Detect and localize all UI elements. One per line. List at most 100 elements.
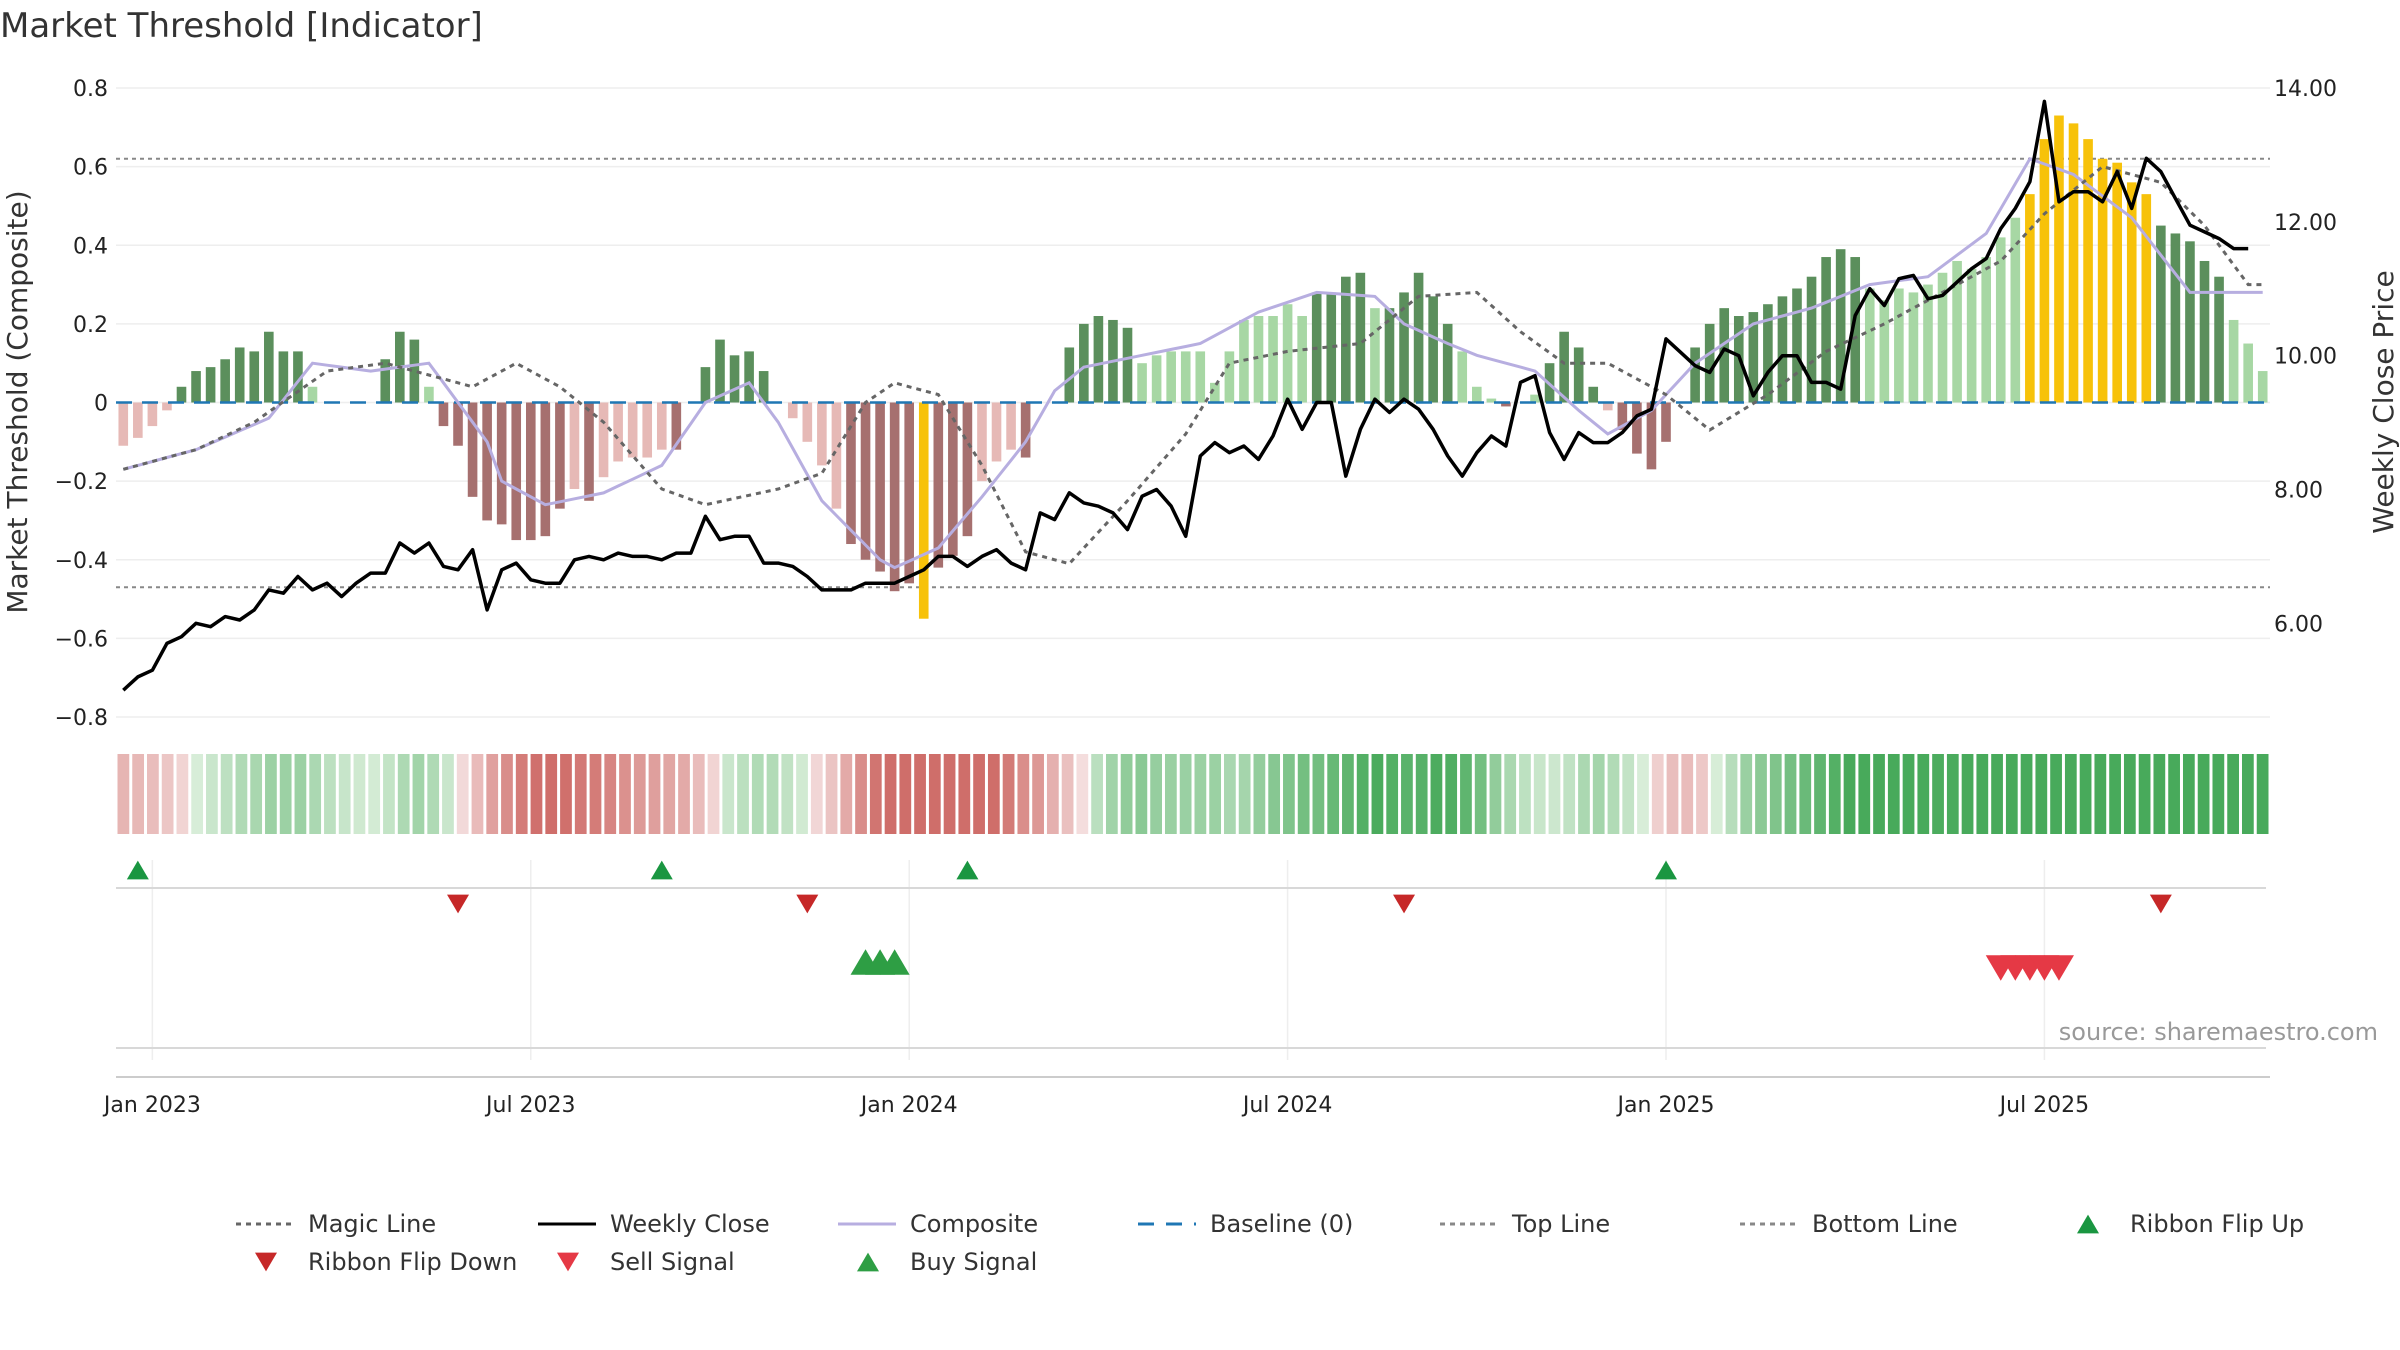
ribbon-strip bbox=[486, 754, 499, 834]
y-tick-label: −0.6 bbox=[55, 627, 108, 652]
ribbon-strip bbox=[2005, 754, 2018, 834]
ribbon-strip bbox=[1105, 754, 1118, 834]
y-tick-label: −0.2 bbox=[55, 470, 108, 495]
ribbon-strip bbox=[692, 754, 705, 834]
ribbon-strip bbox=[1017, 754, 1030, 834]
ribbon-strip bbox=[1061, 754, 1074, 834]
composite-bar bbox=[1777, 296, 1788, 403]
composite-bar bbox=[147, 402, 158, 427]
ribbon-strip bbox=[1607, 754, 1620, 834]
composite-bar bbox=[1253, 316, 1264, 403]
ribbon-flip-up-marker bbox=[956, 860, 979, 880]
composite-bar bbox=[482, 402, 492, 521]
ribbon-strip bbox=[737, 754, 749, 834]
ribbon-strip bbox=[191, 754, 204, 834]
composite-bar bbox=[133, 402, 143, 438]
composite-bar bbox=[1210, 382, 1220, 403]
source-credit: source: sharemaestro.com bbox=[2059, 1018, 2378, 1046]
legend-item: Magic Line bbox=[236, 1210, 436, 1238]
composite-bar bbox=[2228, 319, 2239, 403]
composite-bar bbox=[1180, 351, 1191, 403]
composite-bar bbox=[1195, 351, 1206, 403]
legend-item: Baseline (0) bbox=[1138, 1210, 1353, 1238]
composite-bar bbox=[700, 367, 711, 403]
ribbon-strip bbox=[265, 754, 277, 834]
composite-bar bbox=[1006, 402, 1016, 450]
composite-bar bbox=[467, 402, 478, 497]
ribbon-strip bbox=[294, 754, 307, 834]
ribbon-strip bbox=[1710, 754, 1723, 834]
y-tick-label: −0.4 bbox=[55, 549, 108, 574]
ribbon-strip bbox=[1209, 754, 1222, 834]
composite-bar bbox=[496, 402, 507, 525]
ribbon-strip bbox=[515, 754, 528, 834]
ribbon-strip bbox=[1799, 754, 1812, 834]
ribbon-strip bbox=[1784, 754, 1797, 834]
composite-bar bbox=[977, 402, 987, 482]
composite-bar bbox=[249, 351, 260, 403]
y-tick-label: −0.8 bbox=[55, 706, 108, 731]
ribbon-strip bbox=[309, 754, 322, 834]
composite-bar bbox=[1864, 288, 1875, 403]
legend-label: Top Line bbox=[1511, 1210, 1610, 1238]
ribbon-strip bbox=[751, 754, 764, 834]
composite-bar bbox=[860, 402, 871, 560]
composite-bar bbox=[2257, 371, 2268, 403]
composite-bar bbox=[234, 347, 245, 403]
ribbon-strip bbox=[1297, 754, 1310, 834]
ribbon-strip bbox=[1312, 754, 1325, 834]
composite-bar bbox=[1341, 276, 1351, 403]
ribbon-strip bbox=[2197, 754, 2210, 834]
legend-item: Ribbon Flip Down bbox=[255, 1248, 517, 1276]
composite-bar bbox=[584, 402, 594, 501]
ribbon-strip bbox=[722, 754, 735, 834]
composite-bar bbox=[613, 402, 623, 462]
ribbon-strip bbox=[456, 754, 469, 834]
x-tick-label: Jul 2024 bbox=[1241, 1093, 1333, 1118]
composite-bar bbox=[642, 402, 653, 458]
legend-label: Bottom Line bbox=[1812, 1210, 1958, 1238]
composite-bar bbox=[831, 402, 842, 509]
composite-bar bbox=[2083, 139, 2093, 403]
composite-bar bbox=[1326, 292, 1337, 403]
composite-bar bbox=[991, 402, 1002, 462]
ribbon-strip bbox=[1887, 754, 1900, 834]
composite-bar bbox=[2039, 139, 2050, 403]
ribbon-strip bbox=[663, 754, 676, 834]
composite-bar bbox=[1792, 288, 1802, 403]
legend-item: Top Line bbox=[1440, 1210, 1610, 1238]
composite-bar bbox=[162, 402, 172, 411]
ribbon-strip bbox=[1563, 754, 1576, 834]
ribbon-strip bbox=[1991, 754, 2003, 834]
ribbon-strip bbox=[589, 754, 602, 834]
composite-bar bbox=[1602, 402, 1613, 411]
grid-layer bbox=[116, 87, 2270, 1060]
ribbon-strip bbox=[1179, 754, 1192, 834]
ribbon-strip bbox=[427, 754, 440, 834]
composite-bar bbox=[1020, 402, 1031, 458]
ribbon-strip bbox=[973, 754, 985, 834]
ribbon-strip bbox=[2153, 754, 2166, 834]
ribbon-strip bbox=[1814, 754, 1826, 834]
composite-bar bbox=[962, 402, 973, 537]
composite-bar bbox=[889, 402, 900, 592]
ribbon-strip bbox=[958, 754, 971, 834]
composite-bar bbox=[1908, 292, 1919, 403]
composite-bar bbox=[1428, 296, 1438, 403]
composite-bar bbox=[1486, 398, 1497, 403]
composite-bar bbox=[1268, 316, 1278, 403]
ribbon-strip bbox=[1696, 754, 1708, 834]
ribbon-strip bbox=[560, 754, 572, 834]
composite-bar bbox=[1661, 402, 1671, 442]
ribbon-strip bbox=[2020, 754, 2033, 834]
ribbon-strip bbox=[1637, 754, 1649, 834]
composite-bar bbox=[453, 402, 463, 446]
composite-bar bbox=[1704, 323, 1715, 403]
legend-item: Bottom Line bbox=[1740, 1210, 1958, 1238]
ribbon-strip bbox=[1150, 754, 1162, 834]
ribbon-strip bbox=[1342, 754, 1354, 834]
ribbon-strip bbox=[2227, 754, 2239, 834]
y-tick-label: 0.4 bbox=[73, 234, 108, 259]
ribbon-strip bbox=[869, 754, 882, 834]
ribbon-strip bbox=[840, 754, 853, 834]
